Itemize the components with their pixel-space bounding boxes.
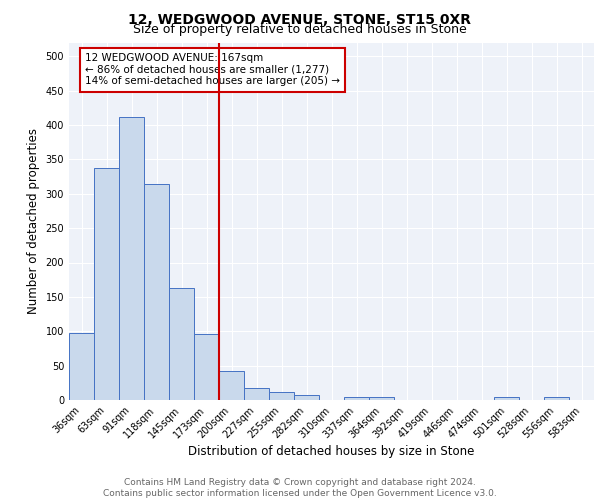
Bar — [544, 396, 569, 400]
Bar — [494, 396, 519, 400]
Bar — [219, 371, 244, 400]
Text: 12, WEDGWOOD AVENUE, STONE, ST15 0XR: 12, WEDGWOOD AVENUE, STONE, ST15 0XR — [128, 12, 472, 26]
Bar — [94, 168, 119, 400]
Bar — [269, 392, 294, 400]
Text: Contains HM Land Registry data © Crown copyright and database right 2024.
Contai: Contains HM Land Registry data © Crown c… — [103, 478, 497, 498]
Bar — [244, 388, 269, 400]
X-axis label: Distribution of detached houses by size in Stone: Distribution of detached houses by size … — [188, 446, 475, 458]
Bar — [369, 397, 394, 400]
Text: 12 WEDGWOOD AVENUE: 167sqm
← 86% of detached houses are smaller (1,277)
14% of s: 12 WEDGWOOD AVENUE: 167sqm ← 86% of deta… — [85, 53, 340, 86]
Bar — [69, 334, 94, 400]
Bar — [294, 394, 319, 400]
Bar — [344, 396, 369, 400]
Text: Size of property relative to detached houses in Stone: Size of property relative to detached ho… — [133, 22, 467, 36]
Bar — [194, 334, 219, 400]
Y-axis label: Number of detached properties: Number of detached properties — [27, 128, 40, 314]
Bar — [119, 118, 144, 400]
Bar — [144, 184, 169, 400]
Bar — [169, 288, 194, 400]
